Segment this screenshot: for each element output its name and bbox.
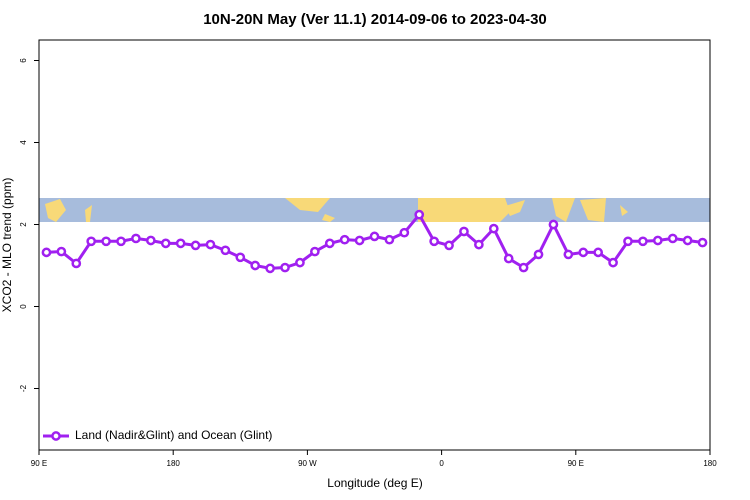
point — [444, 240, 454, 251]
point — [623, 236, 633, 247]
x-tick-label: 180 — [167, 459, 181, 468]
point — [131, 233, 141, 244]
point — [41, 247, 52, 258]
point — [652, 235, 663, 246]
point — [384, 234, 395, 245]
point — [280, 262, 290, 273]
point — [235, 252, 246, 263]
point — [354, 235, 365, 246]
chart-title: 10N-20N May (Ver 11.1) 2014-09-06 to 202… — [203, 11, 547, 28]
point — [533, 249, 544, 260]
point — [116, 236, 126, 247]
point — [608, 257, 618, 268]
point — [190, 240, 201, 251]
point — [71, 258, 82, 269]
point — [56, 246, 67, 257]
point — [250, 260, 261, 271]
point — [518, 262, 529, 273]
point — [563, 249, 574, 260]
point — [160, 238, 171, 249]
point — [310, 246, 320, 257]
y-tick-label: 6 — [19, 58, 28, 63]
plot-frame — [38, 39, 711, 451]
x-tick-label: 90 E — [568, 459, 584, 468]
x-tick-label: 180 — [703, 459, 717, 468]
y-tick-label: 0 — [19, 304, 28, 309]
point — [220, 245, 231, 256]
y-tick-label: 4 — [19, 140, 28, 145]
point — [667, 233, 678, 244]
point — [295, 257, 305, 268]
point — [682, 235, 693, 246]
x-tick-label: 90 E — [31, 459, 47, 468]
point — [414, 209, 425, 220]
x-axis-label: Longitude (deg E) — [327, 476, 422, 490]
point — [548, 219, 559, 230]
point — [339, 234, 350, 245]
x-tick-label: 0 — [439, 459, 444, 468]
point — [429, 236, 439, 247]
point — [86, 236, 97, 247]
point — [459, 226, 469, 237]
y-axis-label: XCO2 - MLO trend (ppm) — [0, 178, 14, 313]
point — [205, 239, 216, 250]
point — [324, 238, 335, 249]
point — [593, 247, 604, 258]
legend-marker — [51, 431, 61, 441]
x-tick-label: 90 W — [298, 459, 317, 468]
point — [399, 227, 410, 238]
series-line — [46, 212, 703, 270]
point — [369, 231, 380, 242]
point — [638, 236, 648, 247]
point — [101, 236, 111, 247]
y-tick-label: -2 — [19, 384, 28, 392]
point — [145, 235, 156, 246]
map-strip — [39, 198, 710, 222]
point — [578, 247, 589, 258]
point — [488, 223, 499, 234]
point — [697, 237, 708, 248]
y-tick-label: 2 — [19, 222, 28, 227]
point — [175, 238, 186, 249]
legend-label: Land (Nadir&Glint) and Ocean (Glint) — [75, 428, 272, 442]
point — [474, 239, 484, 250]
point — [503, 253, 514, 264]
point — [265, 263, 275, 274]
